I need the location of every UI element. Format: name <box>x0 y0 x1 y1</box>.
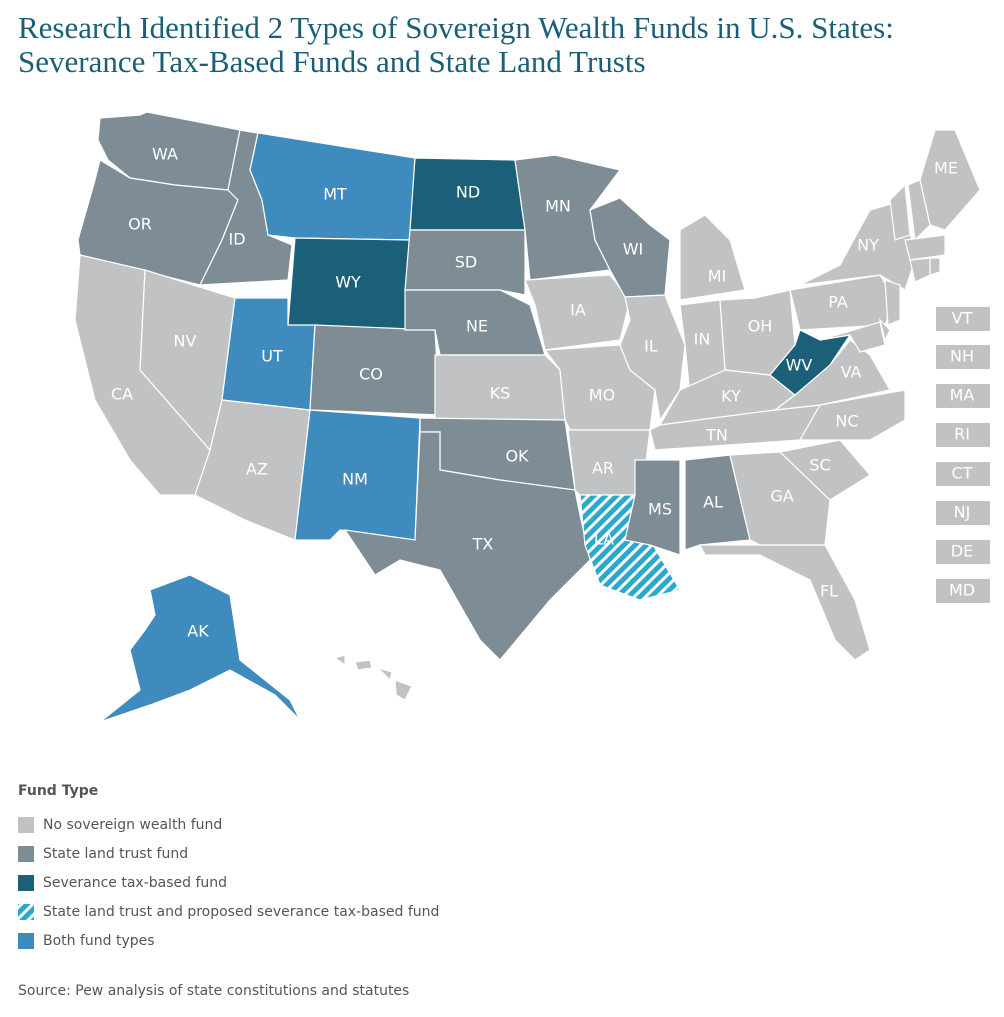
state-label: NJ <box>954 503 971 522</box>
state-label: KY <box>721 387 741 406</box>
state-label: CO <box>359 365 383 384</box>
state-label: NE <box>466 317 488 336</box>
state-label: LA <box>594 530 614 549</box>
state-label: VA <box>841 363 862 382</box>
state-shape <box>684 454 751 551</box>
state-label: WY <box>335 273 361 292</box>
state-box <box>936 462 990 486</box>
state-box <box>936 540 990 564</box>
state-shape <box>699 544 871 661</box>
state-label: VT <box>952 309 973 328</box>
state-label: OK <box>505 447 529 466</box>
state-label: ND <box>456 183 480 202</box>
state-shape <box>889 183 911 241</box>
state-box <box>936 307 990 331</box>
state-shape <box>907 179 931 242</box>
state-label: MS <box>648 500 672 519</box>
state-shape <box>919 129 981 231</box>
state-label: NY <box>857 236 879 255</box>
state-label: WI <box>623 240 644 259</box>
state-label: NV <box>174 332 197 351</box>
state-label: SD <box>455 253 477 272</box>
state-label: SC <box>809 456 830 475</box>
state-label: RI <box>954 425 970 444</box>
state-label: OR <box>128 215 152 234</box>
legend-swatch <box>18 904 34 920</box>
legend-title: Fund Type <box>18 783 98 799</box>
state-label: AL <box>703 493 723 512</box>
title-line: Research Identified 2 Types of Sovereign… <box>18 10 894 45</box>
legend-label: Severance tax-based fund <box>43 875 227 891</box>
state-label: NH <box>950 347 974 366</box>
state-shape <box>819 321 886 353</box>
state-label: CT <box>952 464 973 483</box>
state-label: AR <box>592 459 614 478</box>
state-label: HI <box>370 686 387 705</box>
state-shape <box>99 574 301 723</box>
state-label: GA <box>770 487 793 506</box>
legend-label: Both fund types <box>43 933 155 949</box>
state-label: NM <box>342 470 368 489</box>
state-label: NC <box>835 412 858 431</box>
state-shape <box>679 214 746 301</box>
state-label: WV <box>786 356 813 375</box>
state-label: AK <box>187 622 209 641</box>
state-label: AZ <box>246 460 268 479</box>
legend-swatch <box>18 846 34 862</box>
legend-swatch <box>18 875 34 891</box>
state-label: CA <box>111 385 133 404</box>
state-label: MD <box>949 581 975 600</box>
state-label: WA <box>152 145 178 164</box>
state-shape <box>333 654 346 667</box>
source: Source: Pew analysis of state constituti… <box>18 983 409 999</box>
state-label: ID <box>228 230 245 249</box>
state-shape <box>884 279 901 326</box>
state-label: PA <box>828 293 848 312</box>
state-shape <box>904 234 946 261</box>
legend-swatch <box>18 817 34 833</box>
state-shape <box>878 318 891 342</box>
state-shape <box>524 274 631 351</box>
state-label: MN <box>545 197 571 216</box>
state-box <box>936 579 990 603</box>
state-box <box>936 345 990 369</box>
legend-label: State land trust and proposed severance … <box>43 904 439 920</box>
state-shape <box>909 257 931 283</box>
legend-label: State land trust fund <box>43 846 188 862</box>
state-shape <box>929 257 941 276</box>
state-shape <box>619 294 686 422</box>
state-shape <box>404 229 526 296</box>
state-label: DE <box>951 542 973 561</box>
legend-swatch <box>18 933 34 949</box>
states: WA OR CA ID NV MT WY UT AZ CO NM ND SD NE KS OK TX MN IA MO… <box>74 111 990 723</box>
title-line: Severance Tax-Based Funds and State Land… <box>18 44 646 79</box>
legend-label: No sovereign wealth fund <box>43 817 222 833</box>
legend: Fund Type No sovereign wealth fund State … <box>18 783 439 949</box>
state-shape <box>394 679 413 701</box>
state-label: MO <box>589 386 615 405</box>
state-shape <box>778 439 871 501</box>
state-label: TX <box>472 535 494 554</box>
state-label: TN <box>705 426 728 445</box>
state-label: IA <box>570 301 586 320</box>
state-shape <box>354 659 373 671</box>
state-label: OH <box>748 317 773 336</box>
state-label: MA <box>950 386 975 405</box>
state-shape <box>375 666 393 682</box>
state-label: KS <box>490 384 511 403</box>
state-shape <box>343 431 591 661</box>
state-box <box>936 384 990 408</box>
state-label: FL <box>820 582 838 601</box>
state-box <box>936 501 990 525</box>
state-shape <box>624 459 681 556</box>
state-label: MT <box>323 185 347 204</box>
state-label: ME <box>934 159 958 178</box>
state-label: IL <box>644 337 658 356</box>
state-label: IN <box>694 330 711 349</box>
state-label: UT <box>261 347 283 366</box>
state-box <box>936 423 990 447</box>
state-label: MI <box>708 267 727 286</box>
